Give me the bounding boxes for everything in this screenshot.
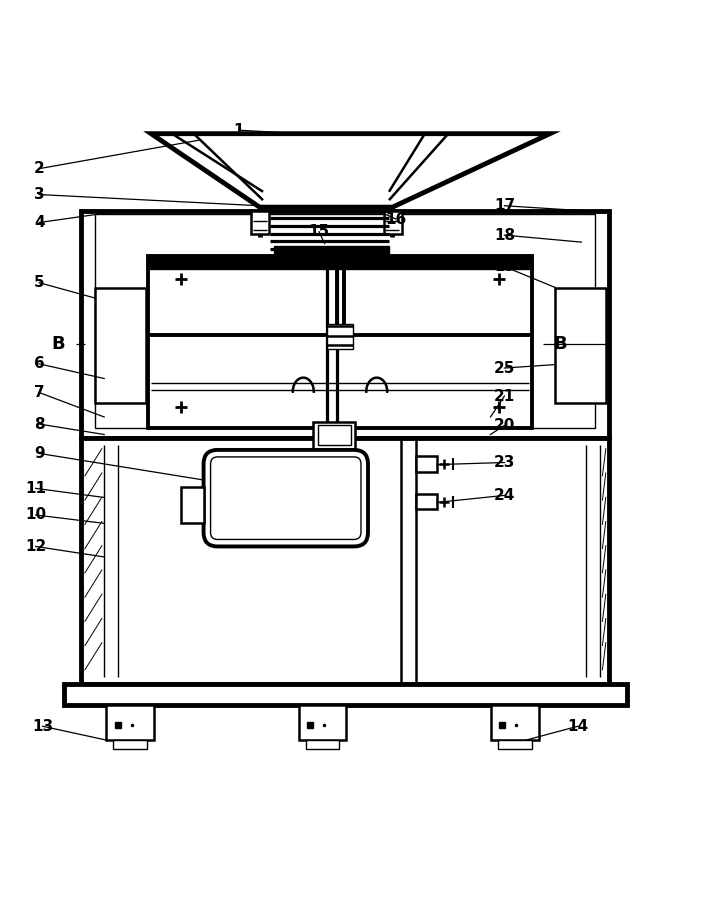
Text: 24: 24 <box>494 487 515 503</box>
Bar <box>306 740 339 749</box>
Bar <box>181 487 203 523</box>
Bar <box>491 705 538 740</box>
Text: 3: 3 <box>34 187 44 202</box>
Text: 16: 16 <box>386 211 407 227</box>
Text: 1: 1 <box>233 123 244 138</box>
Bar <box>273 246 389 254</box>
Bar <box>81 210 609 438</box>
Text: 14: 14 <box>567 719 588 733</box>
FancyBboxPatch shape <box>203 450 368 546</box>
Text: 21: 21 <box>494 388 515 404</box>
Bar <box>251 211 268 234</box>
Bar <box>95 214 595 428</box>
Text: 23: 23 <box>494 455 515 470</box>
Bar <box>64 684 627 705</box>
Bar <box>327 324 353 349</box>
Text: 2: 2 <box>34 162 45 176</box>
Bar <box>299 705 346 740</box>
Text: B: B <box>51 334 65 353</box>
Text: 13: 13 <box>32 719 53 733</box>
Bar <box>148 256 532 428</box>
Bar <box>555 287 606 403</box>
Polygon shape <box>151 134 550 207</box>
Text: B: B <box>554 334 567 353</box>
Text: 4: 4 <box>34 215 44 230</box>
Text: 25: 25 <box>494 361 515 375</box>
Text: 6: 6 <box>34 356 45 372</box>
Bar <box>318 425 351 445</box>
Bar <box>416 456 437 472</box>
Text: 9: 9 <box>34 446 44 461</box>
Bar <box>313 422 355 449</box>
Text: 17: 17 <box>494 198 515 213</box>
Text: 20: 20 <box>494 418 515 433</box>
Bar <box>114 740 147 749</box>
Text: 8: 8 <box>34 417 44 431</box>
Text: 18: 18 <box>494 228 515 242</box>
Bar <box>498 740 531 749</box>
Bar <box>416 494 437 509</box>
FancyBboxPatch shape <box>210 457 361 540</box>
Text: 5: 5 <box>34 275 44 290</box>
Text: 11: 11 <box>25 481 46 496</box>
Bar <box>148 256 532 269</box>
Bar <box>95 287 146 403</box>
Text: 12: 12 <box>25 539 46 554</box>
Text: 10: 10 <box>25 508 46 522</box>
Bar <box>81 438 609 684</box>
Bar <box>107 705 154 740</box>
Text: 7: 7 <box>34 385 44 400</box>
Text: 15: 15 <box>308 224 329 239</box>
Text: 19: 19 <box>494 259 515 274</box>
Bar <box>384 211 402 234</box>
